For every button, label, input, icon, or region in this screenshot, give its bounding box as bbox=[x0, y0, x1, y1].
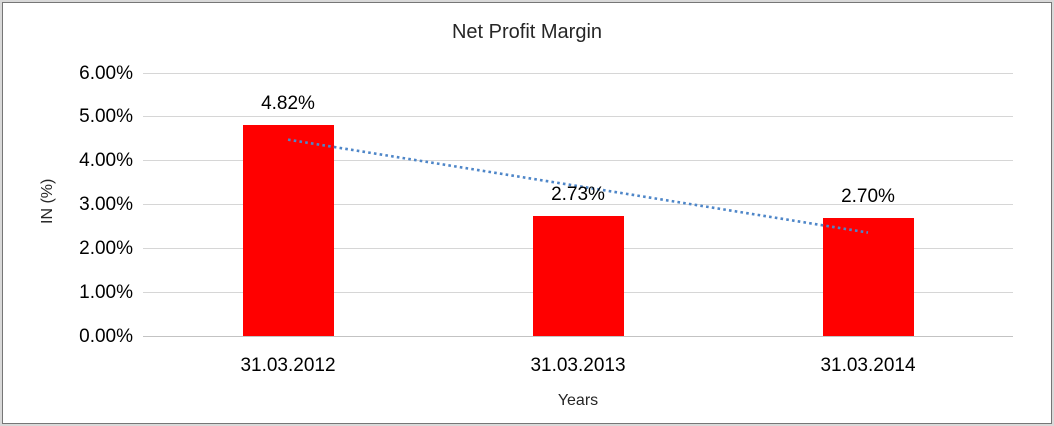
y-tick-label: 0.00% bbox=[79, 325, 133, 347]
bar-31.03.2014 bbox=[822, 217, 914, 336]
y-tick-label: 4.00% bbox=[79, 150, 133, 172]
gridline bbox=[143, 72, 1013, 74]
y-tick-label: 1.00% bbox=[79, 281, 133, 303]
y-tick-label: 3.00% bbox=[79, 194, 133, 215]
gridline bbox=[143, 160, 1013, 162]
plot-area bbox=[143, 72, 1013, 337]
x-tick-label: 31.03.2014 bbox=[820, 355, 916, 376]
bar-31.03.2012 bbox=[242, 124, 334, 336]
gridline bbox=[143, 335, 1013, 337]
gridline bbox=[143, 116, 1013, 118]
y-tick-label: 2.00% bbox=[79, 237, 133, 259]
bar-31.03.2013 bbox=[532, 216, 624, 336]
x-axis-title: Years bbox=[557, 392, 599, 409]
gridline bbox=[143, 204, 1013, 205]
bar-data-label: 4.82% bbox=[261, 92, 315, 114]
y-tick-label: 5.00% bbox=[79, 106, 133, 128]
bar-data-label: 2.70% bbox=[841, 185, 895, 207]
chart-title: Net Profit Margin bbox=[451, 21, 603, 43]
y-tick-label: 6.00% bbox=[79, 62, 133, 84]
trendline bbox=[287, 138, 869, 234]
bar-data-label: 2.73% bbox=[551, 184, 605, 206]
x-tick-label: 31.03.2012 bbox=[240, 355, 336, 376]
x-tick-label: 31.03.2013 bbox=[530, 355, 626, 376]
